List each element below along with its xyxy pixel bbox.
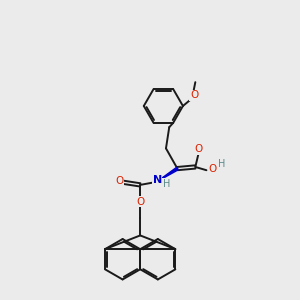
Text: O: O	[115, 176, 124, 186]
Text: O: O	[209, 164, 217, 174]
Polygon shape	[161, 167, 178, 179]
Text: O: O	[136, 197, 144, 207]
Text: O: O	[194, 144, 203, 154]
Text: N: N	[152, 175, 162, 185]
Text: O: O	[190, 90, 198, 100]
Text: H: H	[163, 179, 170, 189]
Text: H: H	[218, 159, 225, 169]
